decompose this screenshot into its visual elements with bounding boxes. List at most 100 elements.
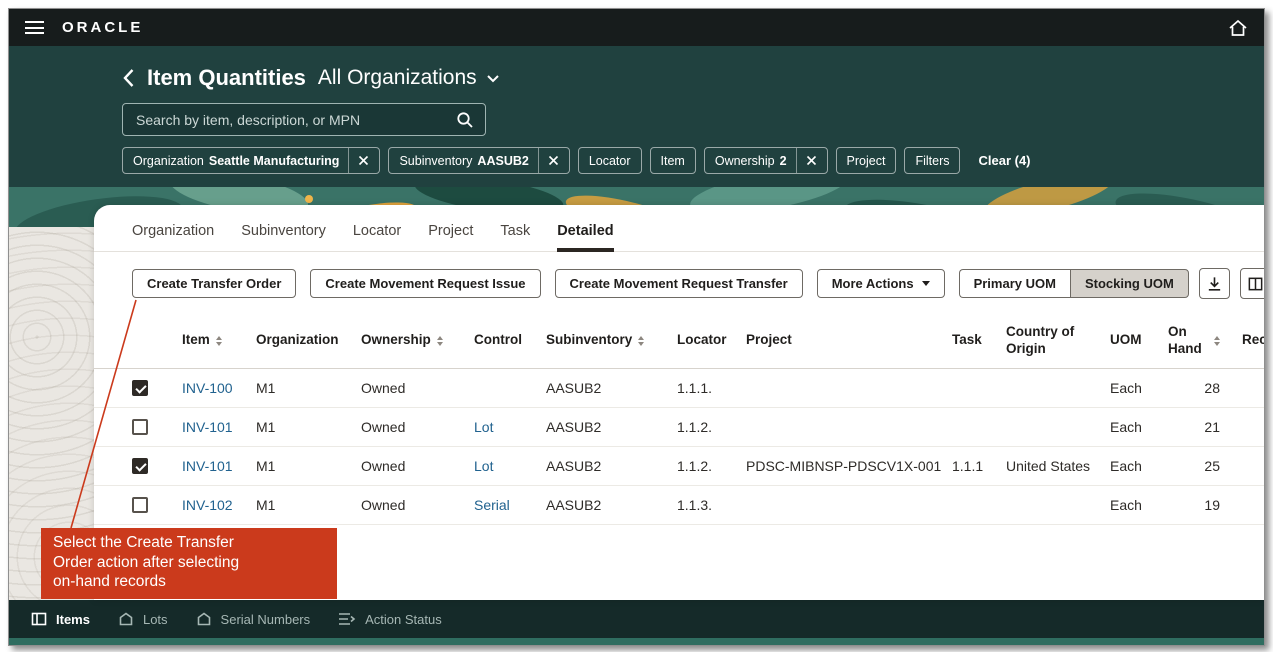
sort-icon[interactable] bbox=[215, 335, 222, 346]
row-checkbox[interactable] bbox=[132, 458, 148, 474]
hamburger-menu-icon[interactable] bbox=[25, 21, 44, 34]
search-box[interactable] bbox=[122, 103, 486, 136]
chip-label: Project bbox=[846, 153, 886, 168]
cell-organization: M1 bbox=[256, 419, 276, 435]
cell-country-of-origin: United States bbox=[1006, 458, 1091, 474]
sort-icon[interactable] bbox=[1214, 335, 1220, 346]
item-link[interactable]: INV-100 bbox=[182, 380, 233, 396]
footer-nav: Items Lots Serial Numbers Action Status bbox=[9, 600, 1264, 638]
cell-uom: Each bbox=[1110, 419, 1142, 435]
column-header-country-of-origin: Country of Origin bbox=[1006, 324, 1075, 356]
tab-task[interactable]: Task bbox=[500, 223, 531, 239]
filter-chip-subinventory[interactable]: Subinventory AASUB2 bbox=[388, 147, 570, 174]
create-movement-request-issue-button[interactable]: Create Movement Request Issue bbox=[310, 269, 541, 298]
footer-item-serial-numbers[interactable]: Serial Numbers bbox=[196, 611, 310, 627]
column-header-project: Project bbox=[746, 332, 792, 348]
annotation-line: Select the Create Transfer bbox=[53, 534, 234, 551]
annotation-line: Order action after selecting bbox=[53, 553, 240, 571]
tab-project[interactable]: Project bbox=[428, 223, 474, 239]
table-row: INV-101 M1 Owned Lot AASUB2 1.1.2. Each … bbox=[94, 408, 1264, 447]
column-header-on-hand: On Hand bbox=[1168, 324, 1242, 356]
tab-bar: Organization Subinventory Locator Projec… bbox=[94, 205, 1264, 252]
control-link[interactable]: Serial bbox=[474, 497, 510, 513]
filter-chip-project[interactable]: Project bbox=[835, 147, 897, 174]
chip-label: Ownership bbox=[714, 153, 775, 168]
filter-chip-ownership[interactable]: Ownership 2 bbox=[703, 147, 828, 174]
create-movement-request-transfer-button[interactable]: Create Movement Request Transfer bbox=[554, 269, 803, 298]
search-input[interactable] bbox=[134, 110, 456, 129]
cell-uom: Each bbox=[1110, 380, 1142, 396]
serial-icon bbox=[197, 612, 210, 626]
organization-scope-selector[interactable]: All Organizations bbox=[318, 66, 500, 90]
column-header-organization: Organization bbox=[256, 332, 339, 348]
sort-icon[interactable] bbox=[436, 335, 443, 346]
row-checkbox[interactable] bbox=[132, 380, 148, 396]
cell-locator: 1.1.2. bbox=[677, 458, 713, 474]
chip-value: Seattle Manufacturing bbox=[208, 153, 340, 168]
tab-detailed[interactable]: Detailed bbox=[557, 223, 614, 252]
primary-uom-button[interactable]: Primary UOM bbox=[958, 269, 1070, 298]
cell-subinventory: AASUB2 bbox=[546, 458, 602, 474]
cell-project: PDSC-MIBNSP-PDSCV1X-001 bbox=[746, 458, 942, 474]
columns-view-button[interactable] bbox=[1239, 268, 1264, 299]
filter-chip-locator[interactable]: Locator bbox=[577, 147, 642, 174]
cell-on-hand: 19 bbox=[1204, 497, 1220, 513]
control-link[interactable]: Lot bbox=[474, 458, 494, 474]
app-window: ORACLE Item Quantities All Organizations bbox=[8, 8, 1265, 646]
item-link[interactable]: INV-101 bbox=[182, 458, 233, 474]
action-status-icon bbox=[339, 613, 356, 625]
page-header: Item Quantities All Organizations Organi… bbox=[9, 46, 1264, 187]
sort-icon[interactable] bbox=[638, 335, 645, 346]
create-transfer-order-button[interactable]: Create Transfer Order bbox=[132, 269, 297, 298]
cell-on-hand: 25 bbox=[1204, 458, 1220, 474]
chip-value: AASUB2 bbox=[477, 153, 529, 168]
filters-chip[interactable]: Filters bbox=[904, 147, 961, 174]
column-header-control: Control bbox=[474, 332, 522, 348]
columns-icon bbox=[1248, 277, 1263, 290]
cell-ownership: Owned bbox=[361, 419, 406, 435]
remove-chip-icon[interactable] bbox=[348, 148, 369, 173]
cell-on-hand: 21 bbox=[1204, 419, 1220, 435]
back-button[interactable] bbox=[122, 68, 135, 88]
cell-organization: M1 bbox=[256, 380, 276, 396]
item-link[interactable]: INV-102 bbox=[182, 497, 233, 513]
chip-label: Organization bbox=[133, 153, 204, 168]
column-header-uom: UOM bbox=[1110, 332, 1142, 348]
cell-locator: 1.1.1. bbox=[677, 380, 713, 396]
oracle-logo: ORACLE bbox=[62, 19, 144, 36]
home-icon[interactable] bbox=[1228, 19, 1248, 37]
footer-item-action-status[interactable]: Action Status bbox=[338, 612, 442, 627]
remove-chip-icon[interactable] bbox=[537, 148, 559, 173]
remove-chip-icon[interactable] bbox=[795, 148, 817, 173]
column-header-subinventory: Subinventory bbox=[546, 332, 677, 348]
column-header-ownership: Ownership bbox=[361, 332, 474, 348]
cell-uom: Each bbox=[1110, 497, 1142, 513]
cell-on-hand: 28 bbox=[1204, 380, 1220, 396]
annotation-line: on-hand records bbox=[53, 573, 166, 591]
row-checkbox[interactable] bbox=[132, 419, 148, 435]
tab-subinventory[interactable]: Subinventory bbox=[241, 223, 326, 239]
search-icon[interactable] bbox=[456, 111, 474, 129]
filter-chip-organization[interactable]: Organization Seattle Manufacturing bbox=[122, 147, 381, 174]
item-link[interactable]: INV-101 bbox=[182, 419, 233, 435]
filter-chips-row: Organization Seattle Manufacturing Subin… bbox=[122, 147, 1264, 174]
uom-toggle: Primary UOM Stocking UOM bbox=[958, 269, 1189, 298]
tab-locator[interactable]: Locator bbox=[352, 223, 402, 239]
footer-item-lots[interactable]: Lots bbox=[118, 611, 168, 627]
control-link[interactable]: Lot bbox=[474, 419, 494, 435]
chip-label: Subinventory bbox=[399, 153, 473, 168]
tab-organization[interactable]: Organization bbox=[132, 223, 215, 239]
more-actions-button[interactable]: More Actions bbox=[816, 269, 945, 298]
column-header-locator: Locator bbox=[677, 332, 727, 348]
row-checkbox[interactable] bbox=[132, 497, 148, 513]
clear-filters-link[interactable]: Clear (4) bbox=[978, 153, 1031, 168]
filter-chip-item[interactable]: Item bbox=[649, 147, 696, 174]
table-row: INV-102 M1 Owned Serial AASUB2 1.1.3. Ea… bbox=[94, 486, 1264, 525]
footer-item-items[interactable]: Items bbox=[31, 611, 90, 627]
download-button[interactable] bbox=[1198, 268, 1230, 299]
cell-organization: M1 bbox=[256, 497, 276, 513]
cell-locator: 1.1.2. bbox=[677, 419, 713, 435]
cell-task: 1.1.1 bbox=[952, 458, 984, 474]
stocking-uom-button[interactable]: Stocking UOM bbox=[1069, 269, 1189, 298]
bottom-accent-strip bbox=[9, 638, 1264, 645]
